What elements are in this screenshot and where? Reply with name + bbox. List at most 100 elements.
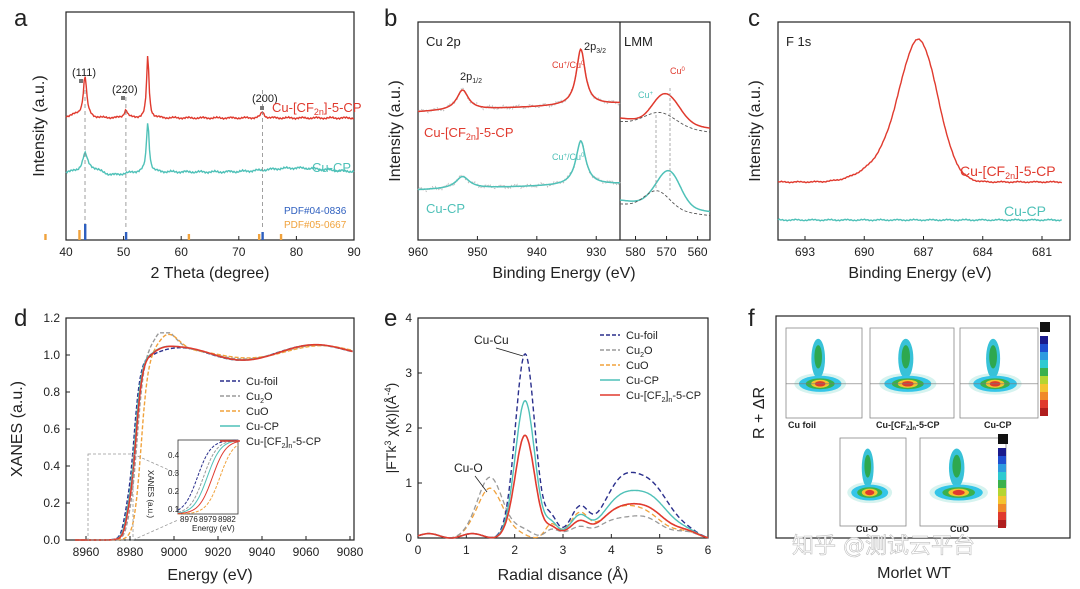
peak-label-2p32: 2p3/2 bbox=[584, 41, 606, 55]
legend-label-cuo: CuO bbox=[246, 406, 269, 418]
annotation-cuo: Cu-O bbox=[454, 461, 483, 475]
c-xtick-label-2: 687 bbox=[913, 245, 933, 259]
panel-letter-c: c bbox=[748, 5, 760, 32]
wavelet-map-frame-2 bbox=[959, 327, 1039, 419]
ref-bar-pdf05-4 bbox=[279, 234, 283, 240]
colorbar-step-1-8 bbox=[998, 512, 1006, 520]
b-xlabel-lmm-2: 560 bbox=[688, 245, 708, 259]
d-ytick-label-5: 0.2 bbox=[43, 496, 60, 510]
series-label-c-cf2: Cu-[CF2n]-5-CP bbox=[960, 163, 1056, 181]
e-legend-label-cucp: Cu-CP bbox=[626, 375, 659, 387]
inset-line-cuo bbox=[177, 444, 239, 515]
panel-b-frame bbox=[417, 21, 711, 241]
inset-source-box bbox=[87, 453, 134, 541]
a-xtick-label-3: 70 bbox=[232, 245, 246, 259]
b-xlabel-0: 960 bbox=[408, 245, 428, 259]
colorbar-step-1-3 bbox=[998, 472, 1006, 480]
wavelet-contour-upper-core-0 bbox=[814, 345, 822, 369]
legend-label-cf2: Cu-[CF2]n-5-CP bbox=[246, 436, 321, 450]
peak-label-cu0: Cu0 bbox=[670, 66, 686, 76]
e-legend-label-cufoil: Cu-foil bbox=[626, 330, 658, 342]
a-xtick-label-5: 90 bbox=[347, 245, 361, 259]
panel-b-ylabel: Intensity (a.u.) bbox=[387, 80, 404, 181]
ref-bar-pdf05-0 bbox=[44, 234, 47, 240]
panel-d-xlabel: Energy (eV) bbox=[167, 567, 252, 584]
map-label-cuo2: CuO bbox=[950, 524, 969, 534]
inset-xtick-3: 8982 bbox=[218, 515, 236, 524]
panel-letter-a: a bbox=[14, 5, 28, 32]
panel-d-ticks: 8960 8980 9000 9020 9040 9060 9080 1.2 1.0 0.8 0.6… bbox=[43, 311, 363, 559]
wavelet-contour-red-3 bbox=[865, 489, 875, 496]
panel-e-ylabel: |FTk3 χ(k)|(Å-4) bbox=[383, 383, 399, 474]
colorbar-step-0-8 bbox=[1040, 400, 1048, 408]
c-xtick-label-0: 693 bbox=[795, 245, 815, 259]
a-xtick-label-0: 40 bbox=[59, 245, 73, 259]
peak-label-111: (111) bbox=[72, 67, 96, 79]
colorbar-step-1-0 bbox=[998, 448, 1006, 456]
panel-a-xlabel: 2 Theta (degree) bbox=[151, 265, 270, 282]
series-line-d-cuo bbox=[75, 333, 353, 541]
ref-bar-pdf04-1 bbox=[124, 232, 128, 240]
b-xlabel-1: 950 bbox=[467, 245, 487, 259]
e-ytick-label-2: 2 bbox=[405, 421, 412, 435]
panel-c-ylabel: Intensity (a.u.) bbox=[747, 80, 764, 181]
panel-a-frame bbox=[65, 11, 355, 241]
series-label-b-cf2: Cu-[CF2n]-5-CP bbox=[424, 125, 514, 142]
panel-a: a 40 50 60 70 80 90 2 Theta (degree) Intensit… bbox=[14, 5, 362, 282]
colorbar-step-0-1 bbox=[1040, 344, 1048, 352]
colorbar-step-1-6 bbox=[998, 496, 1006, 504]
wavelet-map-frame-1 bbox=[869, 327, 955, 419]
panel-a-reference-bars bbox=[44, 224, 283, 240]
series-line-d-cf2 bbox=[75, 343, 353, 541]
ref-bar-pdf05-1 bbox=[78, 230, 81, 240]
panel-e: e 0 1 2 3 4 5 6 4 3 2 1 0 Radial disance (Å) |FTk3 … bbox=[383, 305, 712, 584]
inset-frame bbox=[177, 439, 239, 515]
e-legend-label-cuo: CuO bbox=[626, 360, 649, 372]
colorbar-step-1-7 bbox=[998, 504, 1006, 512]
e-xtick-label-0: 0 bbox=[415, 543, 422, 557]
panel-f-frame bbox=[775, 315, 1071, 539]
series-line-e-cufoil bbox=[417, 352, 709, 539]
a-xtick-label-2: 60 bbox=[175, 245, 189, 259]
series-fit-b-cucp bbox=[418, 140, 621, 191]
series-data-b-cucp bbox=[417, 137, 621, 193]
d-xtick-label-6: 9080 bbox=[337, 545, 364, 559]
series-data-b-cf2 bbox=[417, 49, 621, 114]
wavelet-contour-upper-core-2 bbox=[989, 345, 997, 369]
inset-ytick-3: 0.3 bbox=[168, 469, 180, 478]
panel-f-ylabel: R + ΔR bbox=[751, 387, 768, 439]
wavelet-contour-upper-core-3 bbox=[864, 454, 871, 478]
e-xtick-label-6: 6 bbox=[705, 543, 712, 557]
series-label-a-cucp: Cu-CP bbox=[312, 160, 351, 175]
panel-letter-e: e bbox=[384, 305, 397, 332]
region-label-f1s: F 1s bbox=[786, 34, 812, 49]
e-xtick-label-2: 2 bbox=[511, 543, 518, 557]
d-ytick-label-4: 0.4 bbox=[43, 459, 60, 473]
colorbar-step-0-9 bbox=[1040, 408, 1048, 416]
e-xtick-label-4: 4 bbox=[608, 543, 615, 557]
colorbar-cap-0 bbox=[1040, 322, 1050, 332]
peak-marker-111 bbox=[79, 79, 83, 83]
colorbar-step-1-5 bbox=[998, 488, 1006, 496]
panel-a-peak-guides bbox=[84, 90, 263, 228]
wavelet-contour-upper-core-1 bbox=[901, 345, 910, 369]
series-line-a-cucp bbox=[65, 123, 355, 177]
inset-ylabel: XANES (a.u.) bbox=[146, 470, 155, 518]
series-lmm-b-component bbox=[620, 111, 711, 133]
map-label-cuo1: Cu-O bbox=[856, 524, 878, 534]
ref-label-pdf05: PDF#05-0667 bbox=[284, 220, 347, 231]
inset-line-cf2 bbox=[177, 441, 239, 515]
colorbar-step-0-6 bbox=[1040, 384, 1048, 392]
wavelet-map-frame-0 bbox=[785, 327, 863, 419]
legend-label-cucp: Cu-CP bbox=[246, 421, 279, 433]
wavelet-map-2 bbox=[959, 327, 1039, 419]
e-ytick-label-4: 0 bbox=[405, 531, 412, 545]
peak-label-cu1cu0-red: Cu+/Cu0 bbox=[552, 60, 585, 70]
wavelet-contour-red-4 bbox=[952, 489, 965, 496]
panel-c: c 693 690 687 684 681 Binding Energy (eV) In… bbox=[747, 5, 1071, 282]
inset-ytick-4: 0.4 bbox=[168, 451, 180, 460]
panel-a-ylabel: Intensity (a.u.) bbox=[31, 75, 48, 176]
e-xtick-label-5: 5 bbox=[656, 543, 663, 557]
